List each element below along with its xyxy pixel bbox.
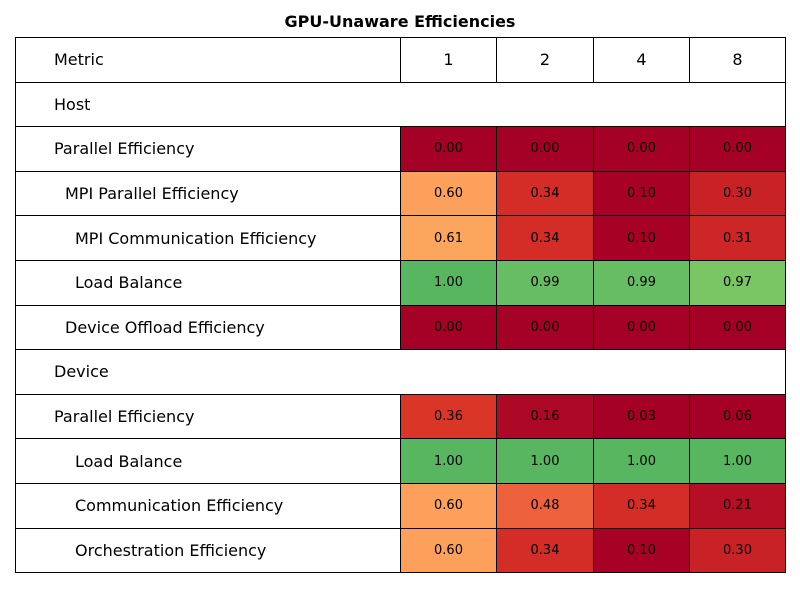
table-row: Load Balance 1.00 0.99 0.99 0.97: [15, 259, 786, 306]
table-row: MPI Parallel Efficiency 0.60 0.34 0.10 0.30: [15, 170, 786, 217]
value-cell: 0.00: [689, 304, 786, 351]
value-cell: 1.00: [400, 259, 497, 306]
row-label: Parallel Efficiency: [15, 393, 401, 440]
value-cell: 0.10: [593, 527, 690, 574]
row-label: MPI Parallel Efficiency: [15, 170, 401, 217]
value-cell: 0.30: [689, 527, 786, 574]
value-cell: 0.97: [689, 259, 786, 306]
row-label: Communication Efficiency: [15, 482, 401, 529]
row-label: Load Balance: [15, 438, 401, 484]
efficiency-table: Metric 1 2 4 8 Host Parallel Efficiency 0.00 0.0…: [15, 37, 786, 574]
chart-title: GPU-Unaware Efficiencies: [284, 12, 516, 31]
section-label: Device: [15, 349, 786, 395]
value-cell: 0.31: [689, 215, 786, 261]
value-cell: 0.10: [593, 215, 690, 261]
value-cell: 0.00: [689, 126, 786, 172]
value-cell: 0.34: [496, 215, 594, 261]
header-col-2: 2: [496, 37, 594, 83]
row-label: MPI Communication Efficiency: [15, 215, 401, 261]
table-row: Orchestration Efficiency 0.60 0.34 0.10 0.30: [15, 527, 786, 574]
header-metric: Metric: [15, 37, 401, 83]
value-cell: 0.99: [496, 259, 594, 306]
value-cell: 0.03: [593, 393, 690, 440]
value-cell: 0.34: [593, 482, 690, 529]
value-cell: 0.48: [496, 482, 594, 529]
value-cell: 0.21: [689, 482, 786, 529]
value-cell: 0.30: [689, 170, 786, 217]
header-col-4: 4: [593, 37, 690, 83]
value-cell: 0.10: [593, 170, 690, 217]
value-cell: 0.60: [400, 170, 497, 217]
value-cell: 0.99: [593, 259, 690, 306]
row-label: Device Offload Efficiency: [15, 304, 401, 351]
value-cell: 0.34: [496, 170, 594, 217]
value-cell: 0.00: [593, 304, 690, 351]
value-cell: 0.60: [400, 482, 497, 529]
section-row: Device: [15, 349, 786, 395]
value-cell: 0.06: [689, 393, 786, 440]
section-label: Host: [15, 81, 786, 128]
header-col-1: 1: [400, 37, 497, 83]
value-cell: 1.00: [689, 438, 786, 484]
table-row: Communication Efficiency 0.60 0.48 0.34 0.21: [15, 482, 786, 529]
value-cell: 1.00: [400, 438, 497, 484]
value-cell: 0.60: [400, 527, 497, 574]
header-col-8: 8: [689, 37, 786, 83]
value-cell: 0.00: [496, 126, 594, 172]
table-row: MPI Communication Efficiency 0.61 0.34 0.10…: [15, 215, 786, 261]
row-label: Parallel Efficiency: [15, 126, 401, 172]
value-cell: 0.00: [400, 304, 497, 351]
value-cell: 0.00: [593, 126, 690, 172]
value-cell: 0.34: [496, 527, 594, 574]
table-row: Parallel Efficiency 0.00 0.00 0.00 0.00: [15, 126, 786, 172]
value-cell: 1.00: [593, 438, 690, 484]
row-label: Orchestration Efficiency: [15, 527, 401, 574]
value-cell: 0.00: [400, 126, 497, 172]
value-cell: 0.00: [496, 304, 594, 351]
value-cell: 0.61: [400, 215, 497, 261]
table-row: Device Offload Efficiency 0.00 0.00 0.00 0.0…: [15, 304, 786, 351]
section-row: Host: [15, 81, 786, 128]
value-cell: 1.00: [496, 438, 594, 484]
header-row: Metric 1 2 4 8: [15, 37, 786, 83]
table-row: Parallel Efficiency 0.36 0.16 0.03 0.06: [15, 393, 786, 440]
value-cell: 0.16: [496, 393, 594, 440]
row-label: Load Balance: [15, 259, 401, 306]
value-cell: 0.36: [400, 393, 497, 440]
table-row: Load Balance 1.00 1.00 1.00 1.00: [15, 438, 786, 484]
